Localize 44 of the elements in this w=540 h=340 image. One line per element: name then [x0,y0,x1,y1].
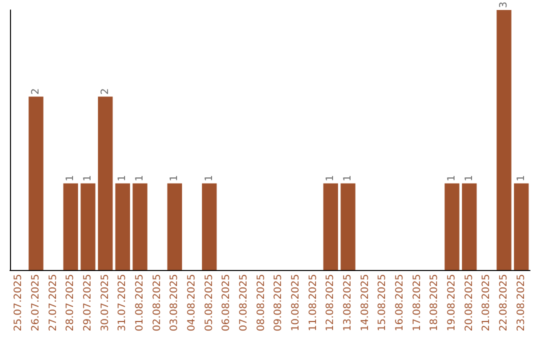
data-label: 2 [100,88,111,95]
x-tick-label: 02.08.2025 [152,274,163,332]
x-tick-label: 21.08.2025 [481,274,492,332]
data-label: 1 [342,174,354,182]
data-label: 1 [204,174,215,182]
x-tick-label: 05.08.2025 [204,274,215,332]
x-tick-label: 23.08.2025 [516,274,527,332]
x-tick-label: 07.08.2025 [238,274,250,332]
x-tick-label: 06.08.2025 [221,274,232,332]
data-label: 1 [446,174,458,182]
x-tick-label: 10.08.2025 [290,274,302,332]
x-tick-label: 14.08.2025 [360,274,371,332]
x-tick-label: 25.07.2025 [13,274,24,332]
x-tick-label: 11.08.2025 [308,274,319,332]
x-tick-label: 17.08.2025 [412,274,423,332]
data-label: 1 [516,174,527,182]
data-label: 1 [325,174,336,182]
data-label: 1 [117,174,128,182]
data-label: 3 [498,2,510,8]
data-label: 1 [65,174,76,182]
x-tick-label: 30.07.2025 [100,274,111,332]
x-tick-label: 29.07.2025 [82,274,94,332]
x-tick-label: 03.08.2025 [169,274,180,332]
x-tick-label: 22.08.2025 [498,274,510,332]
x-tick-label: 08.08.2025 [256,274,267,332]
x-tick-label: 18.08.2025 [429,274,440,332]
x-tick-label: 01.08.2025 [134,274,146,332]
x-tick-label: 19.08.2025 [446,274,458,332]
data-label: 1 [464,174,475,182]
x-tick-label: 20.08.2025 [464,274,475,332]
data-label: 1 [134,174,146,182]
x-tick-label: 04.08.2025 [186,274,198,332]
data-label: 1 [169,174,180,182]
x-tick-label: 15.08.2025 [377,274,388,332]
x-tick-label: 16.08.2025 [394,274,406,332]
x-tick-label: 31.07.2025 [117,274,128,332]
x-tick-label: 28.07.2025 [65,274,76,332]
x-tick-label: 27.07.2025 [48,274,59,332]
x-tick-label: 09.08.2025 [273,274,284,332]
data-label: 1 [82,174,94,182]
x-tick-label: 26.07.2025 [30,274,42,332]
data-label: 2 [30,88,42,95]
x-tick-label: 12.08.2025 [325,274,336,332]
x-tick-label: 13.08.2025 [342,274,354,332]
